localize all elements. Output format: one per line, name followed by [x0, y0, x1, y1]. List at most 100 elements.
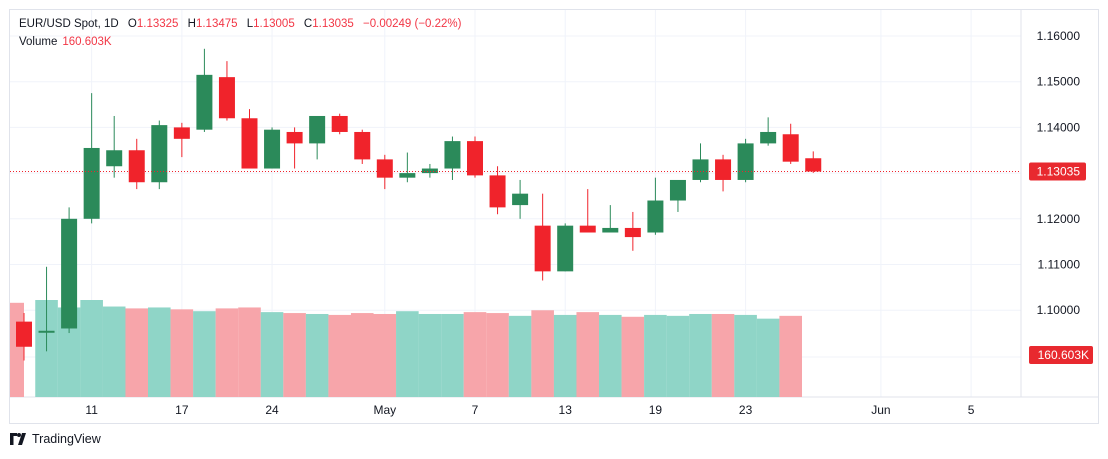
price-axis[interactable]: 1.160001.150001.140001.130001.120001.110… — [1029, 29, 1093, 364]
candle-body — [38, 330, 55, 333]
volume-bar — [396, 311, 419, 397]
chart-frame — [9, 9, 1099, 424]
candle-body — [354, 131, 371, 160]
volume-bar — [418, 313, 442, 397]
volume-bar — [599, 314, 622, 397]
price-tick-label: 1.15000 — [1037, 75, 1081, 89]
time-axis[interactable]: 11 17 24 May 7 13 19 23 Jun 5 — [85, 403, 974, 417]
time-tick-label: Jun — [871, 403, 890, 417]
volume-bar — [80, 300, 103, 397]
volume-bar — [644, 314, 667, 397]
candle-body — [286, 131, 303, 144]
candle-body — [557, 225, 574, 272]
volume-label[interactable]: Volume — [19, 36, 58, 48]
last-price-label: 1.13035 — [1037, 165, 1081, 179]
time-tick-label: 23 — [739, 403, 753, 417]
volume-bar — [756, 318, 780, 397]
candle-body — [715, 159, 732, 180]
candles — [16, 48, 822, 361]
close-label: C — [303, 18, 313, 30]
volume-bar — [57, 307, 81, 397]
price-tick-label: 1.16000 — [1037, 29, 1081, 43]
candle-body — [16, 321, 32, 347]
candle-body — [264, 129, 281, 169]
candle-body — [218, 77, 235, 119]
candle-body — [534, 225, 551, 272]
tradingview-brand: TradingView — [32, 432, 101, 446]
volume-bar — [373, 313, 397, 397]
candle-body — [737, 143, 754, 180]
time-tick-label: May — [373, 403, 396, 417]
candle-body — [241, 118, 258, 169]
candle-body — [106, 150, 123, 167]
price-tick-label: 1.10000 — [1037, 303, 1081, 317]
candle-body — [83, 147, 100, 219]
candle-body — [782, 134, 799, 162]
volume-bar — [508, 315, 532, 397]
candle-body — [331, 115, 348, 132]
volume-bar — [215, 308, 239, 397]
price-tick-label: 1.14000 — [1037, 120, 1081, 134]
tradingview-logo-icon — [10, 433, 26, 445]
candle-body — [399, 173, 416, 178]
volume-bar — [283, 313, 306, 397]
low-label: L — [246, 18, 254, 30]
chart-legend: EUR/USD Spot, 1D O1.13325 H1.13475 L 1.13… — [19, 15, 461, 51]
time-tick-label: 7 — [472, 403, 479, 417]
volume-bar — [553, 314, 577, 397]
candle-body — [512, 193, 529, 206]
volume-bar — [328, 314, 351, 397]
candle-body — [624, 227, 641, 238]
last-volume-badge — [1029, 346, 1093, 364]
volume-bar — [102, 306, 126, 397]
candle-body — [669, 179, 686, 201]
high-label: H — [187, 18, 196, 30]
candle-body — [760, 131, 777, 144]
symbol-label[interactable]: EUR/USD Spot, 1D — [19, 18, 119, 30]
volume-bars — [10, 300, 802, 397]
candle-body — [421, 168, 438, 174]
candle-body — [196, 74, 213, 130]
volume-bar — [463, 312, 487, 397]
change-value: −0.00249 (−0.22%) — [363, 18, 462, 30]
candle-body — [692, 159, 709, 180]
volume-value: 160.603K — [62, 36, 112, 48]
volume-bar — [238, 307, 261, 397]
candle-body — [444, 141, 461, 169]
volume-bar — [170, 309, 194, 397]
volume-bar — [193, 311, 216, 397]
open-value: 1.13325 — [136, 18, 179, 30]
price-tick-label: 1.11000 — [1038, 258, 1081, 272]
ohlc-legend-row: EUR/USD Spot, 1D O1.13325 H1.13475 L 1.13… — [19, 15, 461, 33]
last-volume-label: 160.603K — [1038, 348, 1089, 362]
volume-bar — [148, 307, 171, 397]
last-price-badge — [1029, 162, 1086, 181]
volume-bar — [779, 315, 802, 397]
candle-body — [489, 175, 506, 208]
close-value: 1.13035 — [312, 18, 354, 30]
candle-body — [579, 225, 596, 233]
volume-bar — [621, 316, 645, 397]
volume-legend-row: Volume 160.603K — [19, 33, 461, 51]
time-tick-label: 5 — [968, 403, 975, 417]
volume-bar — [486, 313, 509, 397]
tradingview-branding[interactable]: TradingView — [10, 432, 101, 446]
volume-bar — [711, 313, 735, 397]
high-value: 1.13475 — [195, 18, 238, 30]
time-tick-label: 19 — [649, 403, 663, 417]
time-tick-label: 24 — [265, 403, 279, 417]
volume-bar — [260, 312, 284, 397]
time-tick-label: 11 — [85, 403, 98, 417]
candle-body — [309, 115, 326, 144]
open-label: O — [127, 18, 137, 30]
volume-bar — [734, 314, 757, 397]
volume-bar — [305, 313, 329, 397]
volume-bar — [10, 302, 24, 397]
volume-bar — [576, 312, 600, 397]
volume-bar — [666, 315, 690, 397]
candle-body — [61, 218, 78, 329]
candle-body — [173, 127, 190, 139]
volume-bar — [531, 310, 554, 397]
candle-body — [647, 200, 664, 233]
